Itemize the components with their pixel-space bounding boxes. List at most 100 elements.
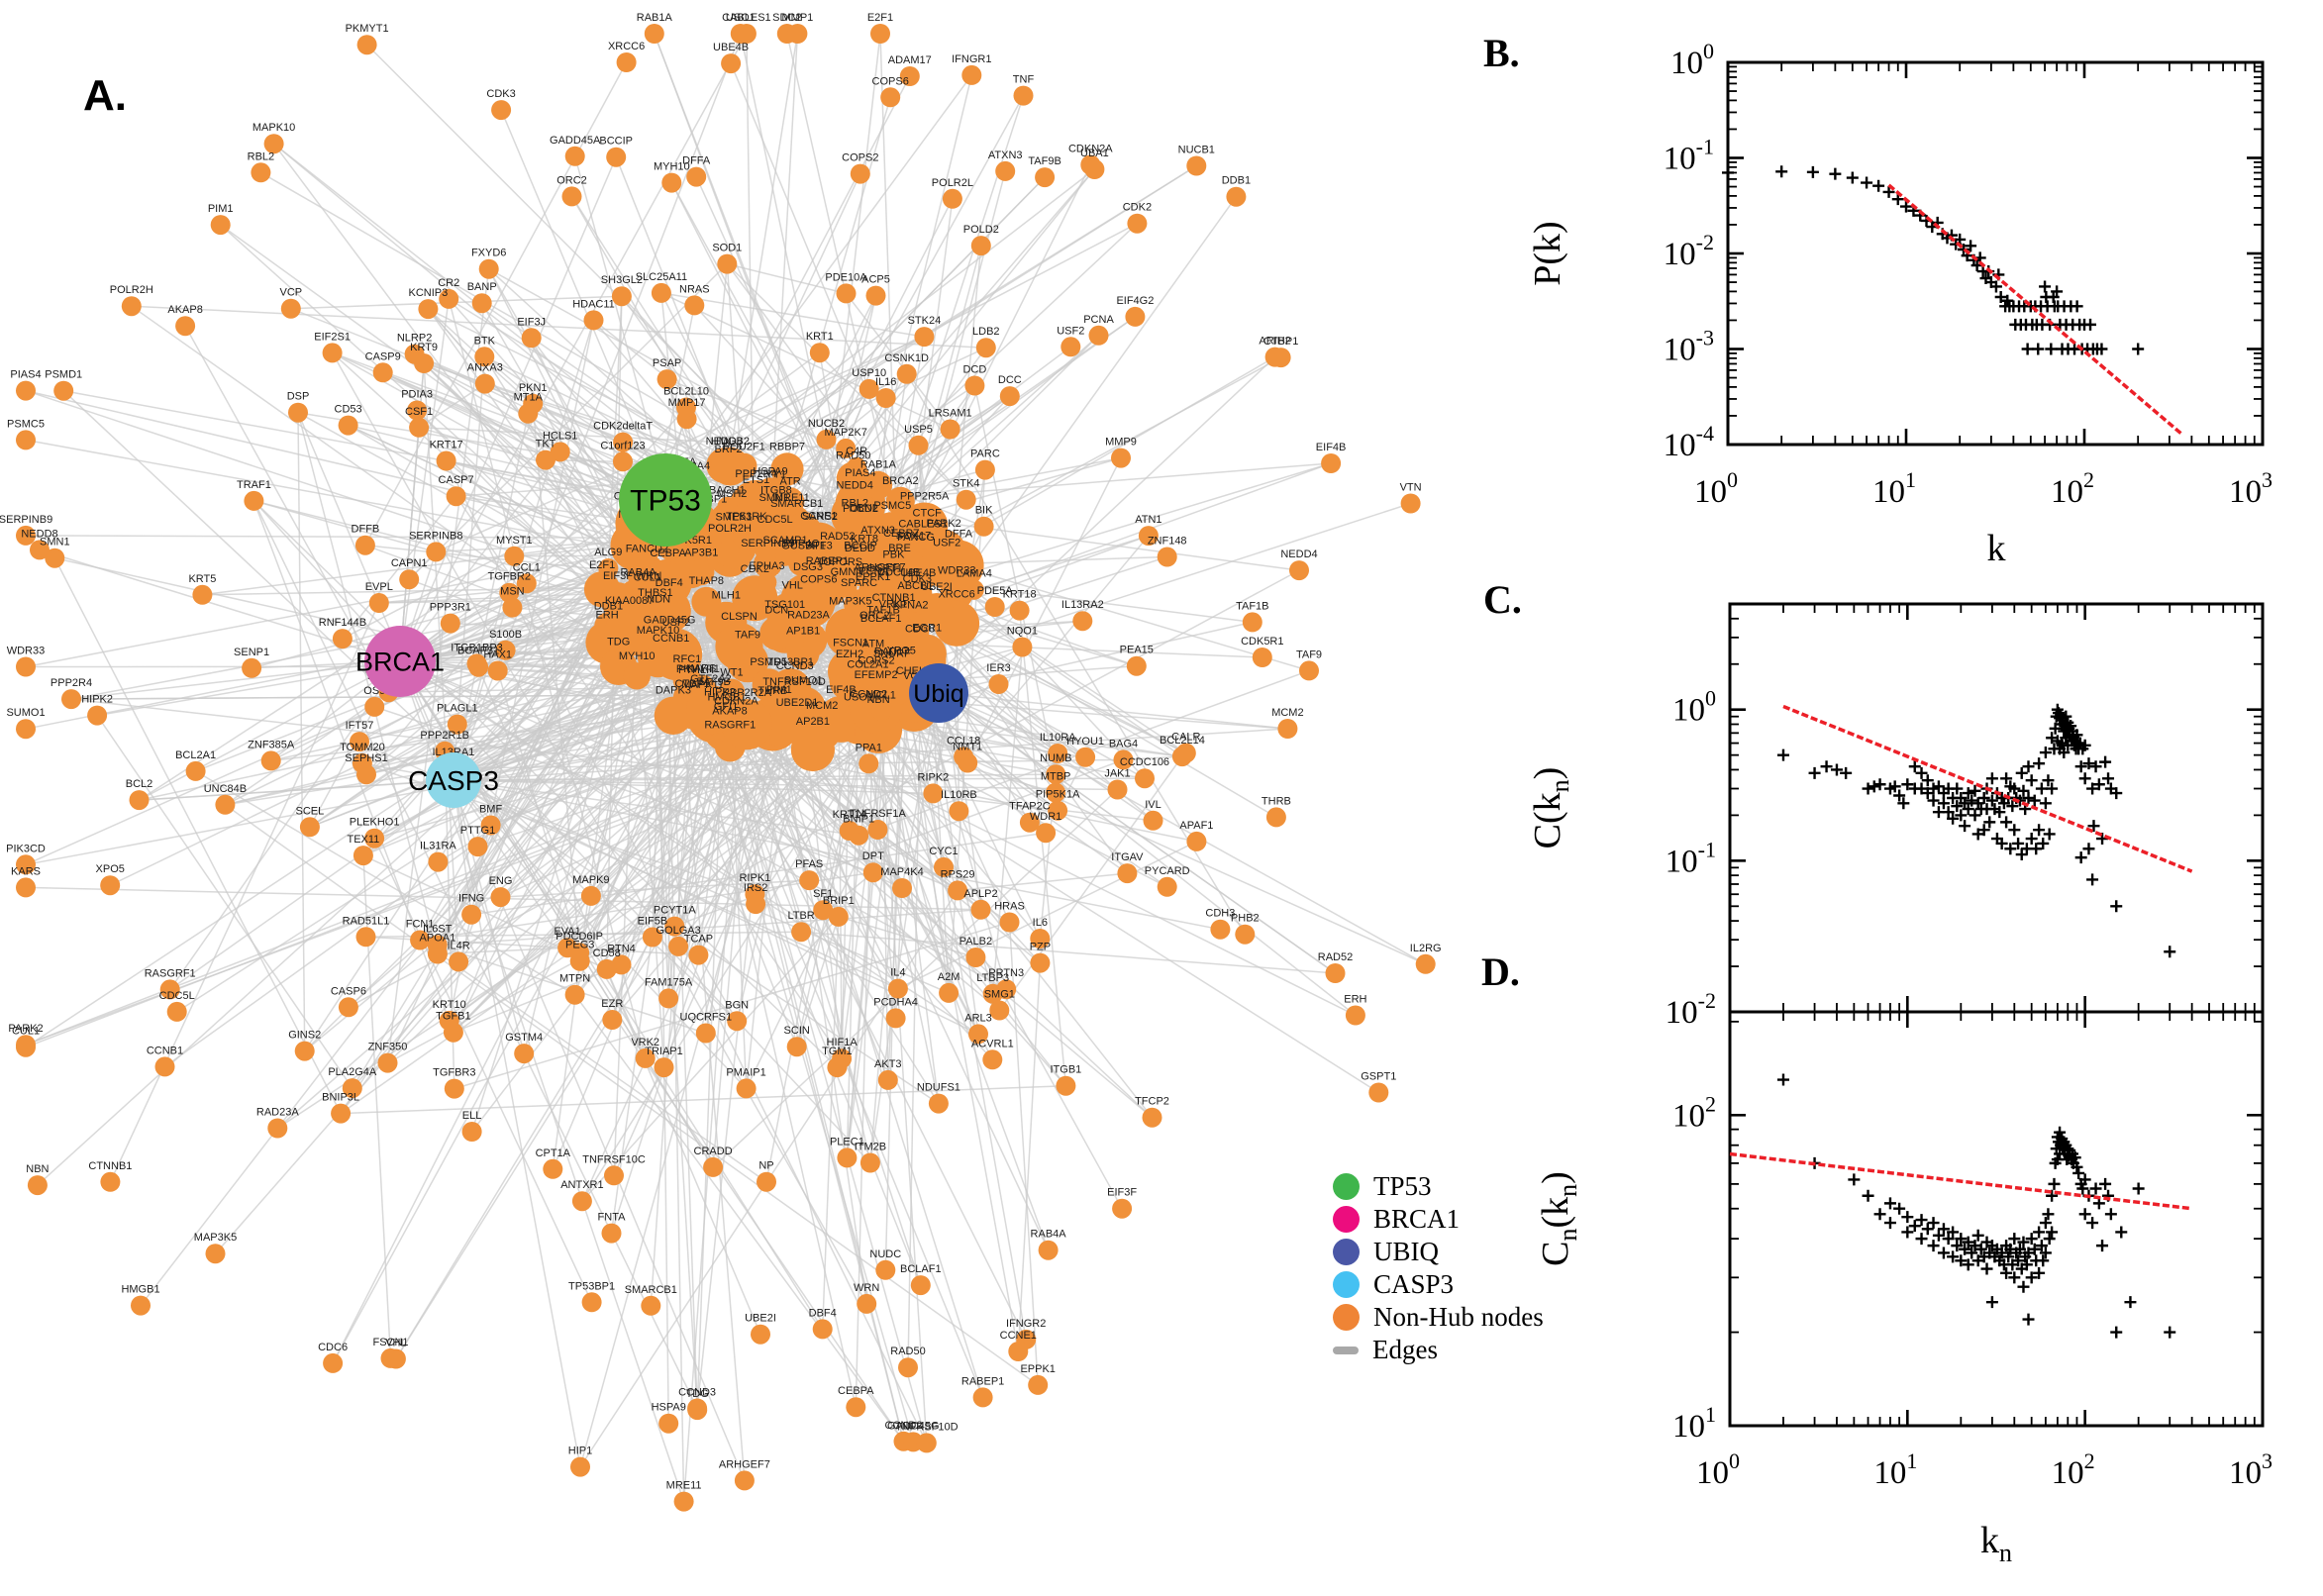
network-node[interactable] — [1035, 167, 1056, 188]
network-node[interactable] — [1138, 526, 1159, 547]
network-node[interactable] — [1008, 1342, 1029, 1361]
network-node[interactable] — [687, 1400, 708, 1421]
network-node[interactable] — [561, 186, 582, 207]
network-node[interactable] — [467, 837, 488, 857]
network-node[interactable] — [877, 1069, 898, 1090]
network-node[interactable] — [251, 162, 271, 183]
network-node[interactable] — [836, 438, 857, 458]
network-node[interactable] — [299, 817, 320, 838]
network-node[interactable] — [356, 35, 377, 55]
network-node[interactable] — [1046, 764, 1066, 785]
network-node[interactable] — [733, 523, 760, 550]
network-node[interactable] — [875, 1259, 896, 1280]
network-node[interactable] — [686, 166, 707, 187]
network-node[interactable] — [364, 828, 385, 848]
network-node[interactable] — [734, 1470, 755, 1491]
network-node[interactable] — [688, 945, 709, 965]
network-node[interactable] — [1321, 453, 1342, 473]
network-node[interactable] — [799, 870, 820, 891]
network-node[interactable] — [1235, 924, 1256, 945]
network-node[interactable] — [53, 380, 74, 401]
network-node[interactable] — [1135, 768, 1155, 789]
network-node[interactable] — [342, 1078, 362, 1099]
network-node[interactable] — [27, 1175, 48, 1196]
network-node[interactable] — [543, 1158, 563, 1179]
network-node[interactable] — [661, 172, 682, 193]
network-node[interactable] — [407, 400, 428, 421]
network-node[interactable] — [613, 432, 634, 452]
network-node[interactable] — [847, 456, 867, 477]
network-node[interactable] — [871, 610, 915, 653]
network-node[interactable] — [288, 402, 308, 423]
network-node[interactable] — [812, 1319, 833, 1340]
network-node[interactable] — [16, 656, 36, 677]
network-node[interactable] — [1299, 660, 1319, 681]
network-node[interactable] — [923, 783, 944, 804]
network-node[interactable] — [996, 979, 1017, 1000]
network-node[interactable] — [410, 930, 431, 950]
network-node[interactable] — [1112, 1198, 1133, 1219]
network-node[interactable] — [468, 656, 489, 677]
network-node[interactable] — [611, 286, 632, 307]
network-node[interactable] — [1012, 637, 1033, 657]
network-node[interactable] — [942, 188, 962, 209]
network-node[interactable] — [1186, 831, 1207, 851]
network-node[interactable] — [715, 622, 763, 671]
network-node[interactable] — [934, 856, 954, 877]
network-node[interactable] — [989, 1000, 1010, 1021]
network-node[interactable] — [1048, 744, 1068, 763]
network-node[interactable] — [868, 659, 916, 707]
network-node[interactable] — [887, 978, 908, 999]
network-node[interactable] — [759, 616, 794, 650]
network-node[interactable] — [490, 887, 511, 908]
hub-node-brca1[interactable] — [364, 626, 436, 697]
network-node[interactable] — [1270, 348, 1291, 368]
network-node[interactable] — [940, 419, 960, 440]
network-node[interactable] — [905, 592, 926, 613]
network-node[interactable] — [970, 899, 991, 920]
network-node[interactable] — [439, 1010, 459, 1031]
network-node[interactable] — [1117, 863, 1138, 884]
network-node[interactable] — [900, 502, 949, 549]
network-node[interactable] — [908, 435, 929, 455]
network-node[interactable] — [294, 1041, 315, 1061]
hub-node-tp53[interactable] — [619, 453, 712, 547]
network-node[interactable] — [323, 1352, 344, 1373]
network-node[interactable] — [418, 299, 439, 320]
network-node[interactable] — [703, 1156, 724, 1177]
network-node[interactable] — [973, 516, 994, 537]
network-node[interactable] — [770, 452, 804, 486]
network-node[interactable] — [892, 878, 912, 898]
network-node[interactable] — [516, 573, 537, 594]
network-node[interactable] — [1019, 812, 1040, 833]
network-node[interactable] — [885, 1008, 906, 1029]
network-node[interactable] — [1242, 612, 1262, 633]
network-node[interactable] — [642, 927, 662, 948]
network-node[interactable] — [564, 984, 585, 1005]
network-node[interactable] — [1175, 743, 1196, 763]
network-node[interactable] — [354, 535, 375, 555]
network-node[interactable] — [502, 597, 523, 618]
network-node[interactable] — [440, 613, 460, 634]
network-node[interactable] — [658, 988, 679, 1009]
network-node[interactable] — [61, 689, 81, 710]
network-node[interactable] — [684, 295, 705, 316]
network-node[interactable] — [961, 64, 982, 85]
network-node[interactable] — [570, 1456, 590, 1477]
network-node[interactable] — [129, 790, 150, 811]
network-node[interactable] — [965, 948, 986, 967]
network-node[interactable] — [1265, 807, 1286, 828]
network-node[interactable] — [727, 1011, 748, 1032]
network-node[interactable] — [717, 253, 738, 274]
network-node[interactable] — [461, 904, 482, 925]
network-node[interactable] — [718, 455, 739, 476]
network-node[interactable] — [1075, 747, 1096, 767]
network-node[interactable] — [746, 894, 766, 915]
network-node[interactable] — [999, 386, 1020, 407]
network-node[interactable] — [757, 572, 777, 593]
network-node[interactable] — [686, 685, 736, 735]
network-node[interactable] — [514, 1044, 535, 1064]
network-node[interactable] — [581, 1292, 602, 1313]
network-node[interactable] — [461, 1122, 482, 1142]
network-node[interactable] — [928, 1093, 949, 1114]
